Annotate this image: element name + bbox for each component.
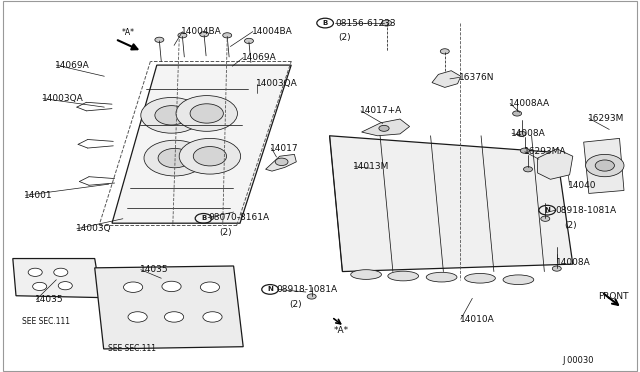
Text: 14008A: 14008A [556,258,590,267]
Text: 14040: 14040 [568,181,597,190]
Text: 14003QA: 14003QA [42,94,83,103]
Circle shape [155,37,164,42]
Text: 14008AA: 14008AA [509,99,550,108]
Circle shape [541,216,550,221]
Ellipse shape [128,312,147,322]
Text: 14004BA: 14004BA [181,27,222,36]
Text: (2): (2) [564,221,577,230]
Ellipse shape [426,272,457,282]
Text: 16293M: 16293M [588,114,624,123]
Ellipse shape [54,268,68,276]
Ellipse shape [200,282,220,292]
Text: *A*: *A* [334,326,349,335]
Polygon shape [13,259,101,298]
Ellipse shape [503,275,534,285]
Text: 14017+A: 14017+A [360,106,402,115]
Circle shape [552,266,561,271]
Circle shape [307,294,316,299]
Text: 14013M: 14013M [353,162,390,171]
Circle shape [524,167,532,172]
Text: 14008A: 14008A [511,129,545,138]
Circle shape [379,125,389,131]
Ellipse shape [58,282,72,290]
Text: 16376N: 16376N [459,73,494,82]
Circle shape [440,49,449,54]
Text: 14001: 14001 [24,191,53,200]
Ellipse shape [388,271,419,281]
Circle shape [595,160,614,171]
Text: J 00030: J 00030 [562,356,593,365]
Text: (2): (2) [338,33,351,42]
Text: 14069A: 14069A [55,61,90,70]
Polygon shape [112,65,291,223]
Polygon shape [330,136,573,272]
Text: 08918-1081A: 08918-1081A [276,285,338,294]
Circle shape [144,140,205,176]
Ellipse shape [351,270,381,279]
Circle shape [381,20,392,26]
Polygon shape [266,154,296,171]
Polygon shape [538,149,573,179]
Circle shape [193,147,227,166]
Text: (2): (2) [289,300,302,309]
Polygon shape [362,119,410,136]
Text: 14017: 14017 [270,144,299,153]
Circle shape [158,148,191,168]
Text: 08918-1081A: 08918-1081A [556,206,617,215]
Text: N: N [544,207,550,213]
Ellipse shape [162,281,181,292]
Ellipse shape [124,282,143,292]
Text: 14010A: 14010A [460,315,494,324]
Circle shape [586,154,624,177]
Text: *A*: *A* [122,28,134,37]
Text: 14035: 14035 [140,265,168,274]
Circle shape [141,97,202,133]
Circle shape [517,131,526,137]
Text: N: N [267,286,273,292]
Text: (2): (2) [219,228,232,237]
Text: 16293MA: 16293MA [524,147,566,156]
Text: 14004BA: 14004BA [252,27,292,36]
Ellipse shape [203,312,222,322]
Text: B: B [323,20,328,26]
Circle shape [223,33,232,38]
Circle shape [275,158,288,166]
Circle shape [179,138,241,174]
Circle shape [190,104,223,123]
Text: 14003QA: 14003QA [256,79,298,88]
Text: 14069A: 14069A [242,53,276,62]
Text: 14003Q: 14003Q [76,224,111,233]
Circle shape [176,96,237,131]
Polygon shape [584,138,624,193]
Ellipse shape [465,273,495,283]
Circle shape [520,148,529,153]
Text: 14035: 14035 [35,295,64,304]
Ellipse shape [28,268,42,276]
Text: SEE SEC.111: SEE SEC.111 [108,344,156,353]
Polygon shape [432,71,461,87]
Ellipse shape [164,312,184,322]
Text: 08156-61233: 08156-61233 [335,19,396,28]
Text: FRONT: FRONT [598,292,629,301]
Circle shape [513,111,522,116]
Circle shape [244,38,253,44]
Ellipse shape [33,282,47,291]
Text: SEE SEC.111: SEE SEC.111 [22,317,70,326]
Polygon shape [95,266,243,349]
Circle shape [178,33,187,38]
Text: B: B [201,215,206,221]
Text: 08070-8161A: 08070-8161A [208,213,269,222]
Circle shape [200,32,209,37]
Circle shape [155,106,188,125]
